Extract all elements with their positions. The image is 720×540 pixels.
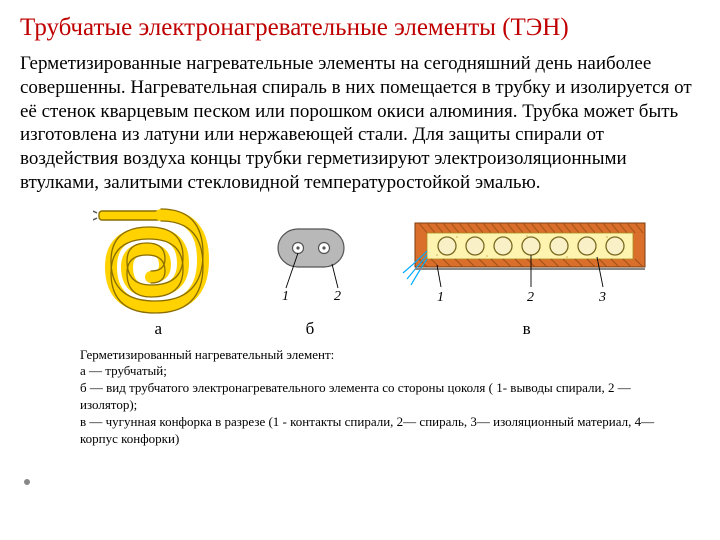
diagram-letter-row: а б в — [80, 319, 670, 339]
diagram-row: 1 2 — [80, 205, 670, 315]
body-paragraph: Герметизированные нагревательные элемент… — [20, 52, 700, 195]
diagram-b: 1 2 — [250, 220, 370, 315]
slide-bullet-icon — [24, 479, 30, 485]
svg-text:1: 1 — [282, 289, 289, 304]
page-title: Трубчатые электронагревательные элементы… — [20, 14, 700, 42]
diagram-a — [93, 205, 223, 315]
label-c: в — [397, 319, 657, 339]
caption-line: б — вид трубчатого электронагревательног… — [80, 380, 680, 414]
svg-text:1: 1 — [437, 290, 444, 305]
caption-line: а — трубчатый; — [80, 363, 680, 380]
diagram-c: 1 2 3 — [397, 215, 657, 315]
svg-text:2: 2 — [527, 290, 534, 305]
svg-text:2: 2 — [334, 289, 341, 304]
label-b: б — [250, 319, 370, 339]
caption-line: Герметизированный нагревательный элемент… — [80, 347, 680, 364]
caption-line: в — чугунная конфорка в разрезе (1 - кон… — [80, 414, 680, 448]
svg-text:3: 3 — [598, 290, 606, 305]
caption-block: Герметизированный нагревательный элемент… — [80, 347, 680, 448]
label-a: а — [93, 319, 223, 339]
